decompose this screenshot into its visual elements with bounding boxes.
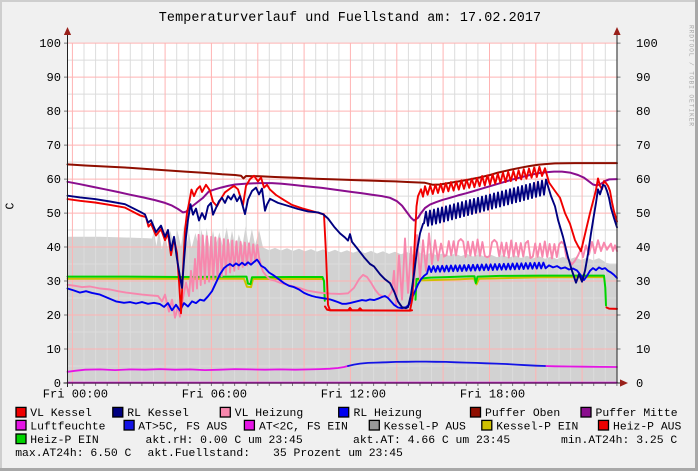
svg-text:RRDTOOL / TOBI OETIKER: RRDTOOL / TOBI OETIKER (688, 25, 695, 127)
svg-text:20: 20 (636, 309, 651, 323)
svg-text:70: 70 (636, 139, 651, 153)
svg-text:40: 40 (636, 241, 651, 255)
svg-text:AT<2C, FS EIN: AT<2C, FS EIN (259, 422, 348, 434)
svg-text:Fri 00:00: Fri 00:00 (43, 387, 108, 401)
svg-text:10: 10 (46, 343, 61, 357)
svg-text:Kessel-P EIN: Kessel-P EIN (496, 422, 578, 434)
svg-text:Puffer Mitte: Puffer Mitte (596, 408, 678, 420)
svg-text:RL Heizung: RL Heizung (354, 408, 422, 420)
svg-text:VL Heizung: VL Heizung (235, 408, 303, 420)
svg-text:Kessel-P AUS: Kessel-P AUS (384, 422, 466, 434)
svg-text:0: 0 (54, 377, 61, 391)
svg-text:10: 10 (636, 343, 651, 357)
svg-text:90: 90 (636, 71, 651, 85)
svg-text:VL Kessel: VL Kessel (30, 408, 92, 420)
svg-text:60: 60 (636, 173, 651, 187)
svg-text:akt.Fuellstand:: akt.Fuellstand: (148, 448, 251, 460)
svg-text:50: 50 (46, 207, 61, 221)
svg-text:RL Kessel: RL Kessel (127, 408, 189, 420)
svg-text:akt.AT: 4.66 C um 23:45: akt.AT: 4.66 C um 23:45 (353, 435, 510, 447)
svg-text:50: 50 (636, 207, 651, 221)
svg-text:20: 20 (46, 309, 61, 323)
svg-text:100: 100 (636, 37, 658, 51)
svg-text:Heiz-P AUS: Heiz-P AUS (613, 422, 682, 434)
svg-text:100: 100 (39, 37, 61, 51)
svg-text:70: 70 (46, 139, 61, 153)
svg-text:40: 40 (46, 241, 61, 255)
svg-text:Fri 18:00: Fri 18:00 (460, 387, 525, 401)
svg-text:Fri 06:00: Fri 06:00 (182, 387, 247, 401)
svg-text:min.AT24h: 3.25 C: min.AT24h: 3.25 C (561, 435, 677, 447)
svg-text:Puffer Oben: Puffer Oben (485, 408, 560, 420)
svg-text:80: 80 (636, 105, 651, 119)
svg-text:30: 30 (46, 275, 61, 289)
svg-text:Temperaturverlauf und Fuellsta: Temperaturverlauf und Fuellstand am: 17.… (159, 11, 541, 26)
svg-text:80: 80 (46, 105, 61, 119)
svg-text:90: 90 (46, 71, 61, 85)
svg-text:60: 60 (46, 173, 61, 187)
svg-text:AT>5C, FS AUS: AT>5C, FS AUS (138, 422, 227, 434)
svg-text:Heiz-P EIN: Heiz-P EIN (30, 435, 98, 447)
svg-text:Luftfeuchte: Luftfeuchte (30, 422, 105, 434)
svg-text:Fri 12:00: Fri 12:00 (321, 387, 386, 401)
svg-text:0: 0 (636, 377, 643, 391)
svg-text:30: 30 (636, 275, 651, 289)
svg-text:35 Prozent um 23:45: 35 Prozent um 23:45 (273, 448, 403, 460)
svg-text:akt.rH: 0.00 C um 23:45: akt.rH: 0.00 C um 23:45 (146, 435, 303, 447)
svg-text:C: C (5, 202, 18, 209)
svg-text:max.AT24h: 6.50 C: max.AT24h: 6.50 C (15, 448, 131, 460)
